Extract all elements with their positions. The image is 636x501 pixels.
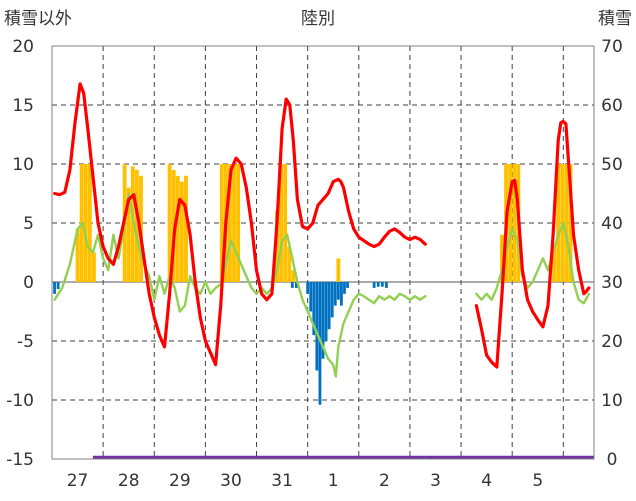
bar-negative xyxy=(384,282,388,288)
bar-negative xyxy=(290,282,294,288)
bar-positive xyxy=(291,270,296,282)
right-tick-label: 70 xyxy=(601,37,623,57)
right-tick-label: 60 xyxy=(601,96,623,116)
bar-negative xyxy=(315,282,319,371)
bar-negative xyxy=(295,282,298,288)
left-axis-label: 積雪以外 xyxy=(4,9,72,29)
bar-negative xyxy=(306,282,310,294)
series-line-green xyxy=(475,221,591,305)
bar-positive xyxy=(179,181,184,282)
left-tick-label: 10 xyxy=(12,155,34,175)
right-tick-label: 10 xyxy=(601,391,623,411)
left-tick-label: -5 xyxy=(17,332,34,352)
bar-negative xyxy=(309,282,313,312)
bar-negative xyxy=(343,282,346,294)
x-tick-label: 3 xyxy=(430,471,441,491)
x-tick-label: 29 xyxy=(169,471,191,491)
left-tick-label: 5 xyxy=(23,214,34,234)
right-tick-label: 30 xyxy=(601,273,623,293)
bar-positive xyxy=(500,234,504,282)
left-tick-label: 0 xyxy=(23,273,34,293)
left-tick-label: -10 xyxy=(6,391,34,411)
bar-negative xyxy=(53,282,56,294)
bar-negative xyxy=(324,282,328,341)
bar-positive xyxy=(219,164,224,282)
left-tick-label: -15 xyxy=(6,450,34,470)
bar-positive xyxy=(283,164,288,282)
bar-positive xyxy=(130,166,135,282)
right-tick-label: 20 xyxy=(601,332,623,352)
bar-positive xyxy=(75,228,80,282)
bar-negative xyxy=(333,282,337,306)
x-tick-label: 2 xyxy=(379,471,390,491)
bar-negative xyxy=(321,282,325,359)
bar-negative xyxy=(327,282,331,330)
left-tick-label: 15 xyxy=(12,96,34,116)
bar-positive xyxy=(228,164,232,282)
bar-negative xyxy=(330,282,334,318)
bar-positive xyxy=(279,164,283,282)
bar-negative xyxy=(336,282,340,300)
bar-positive xyxy=(287,246,292,282)
bar-positive xyxy=(134,169,139,282)
bar-positive xyxy=(184,175,188,282)
x-tick-label: 27 xyxy=(67,471,89,491)
x-tick-label: 31 xyxy=(271,471,293,491)
bar-negative xyxy=(376,282,380,287)
x-tick-label: 5 xyxy=(532,471,543,491)
bar-negative xyxy=(346,282,349,288)
x-tick-label: 30 xyxy=(220,471,242,491)
right-tick-label: 50 xyxy=(601,155,623,175)
bar-positive xyxy=(232,164,236,282)
right-tick-label: 0 xyxy=(607,450,618,470)
right-axis-label: 積雪 xyxy=(598,9,632,29)
bar-positive xyxy=(568,164,573,282)
bar-negative xyxy=(372,282,376,288)
bar-positive xyxy=(508,164,513,282)
plot-frame xyxy=(51,45,595,460)
bar-positive xyxy=(552,246,557,282)
bar-positive xyxy=(556,164,561,282)
bar-positive xyxy=(275,211,279,282)
bar-positive xyxy=(83,164,88,282)
right-tick-label: 40 xyxy=(601,214,623,234)
bar-negative xyxy=(380,282,384,287)
bar-negative xyxy=(312,282,316,336)
lines-layer xyxy=(52,82,594,460)
bar-negative xyxy=(340,282,343,306)
x-tick-label: 28 xyxy=(118,471,140,491)
series-line-red xyxy=(474,119,591,369)
x-tick-label: 4 xyxy=(481,471,492,491)
bar-positive xyxy=(167,164,172,282)
left-tick-label: 20 xyxy=(12,37,34,57)
bar-positive xyxy=(175,175,180,282)
bar-positive xyxy=(126,187,131,282)
bar-positive xyxy=(512,164,517,282)
chart-title: 陸別 xyxy=(301,9,335,29)
bar-negative xyxy=(56,282,60,290)
series-line-red xyxy=(52,82,427,367)
bar-positive xyxy=(236,164,241,282)
bar-negative xyxy=(318,282,322,405)
bar-positive xyxy=(92,252,96,282)
bar-positive xyxy=(87,164,92,282)
bar-positive xyxy=(564,164,569,282)
bar-positive xyxy=(336,258,341,282)
x-tick-label: 1 xyxy=(328,471,339,491)
